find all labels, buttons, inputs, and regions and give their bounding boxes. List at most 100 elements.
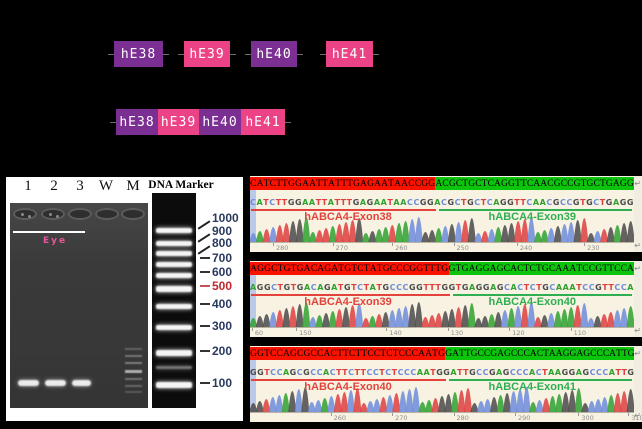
marker-tick <box>197 220 211 230</box>
exon-box-label: hE40 <box>202 114 238 130</box>
base-char: G <box>409 263 417 274</box>
base-letter: A <box>612 198 620 207</box>
base-letter: A <box>380 198 387 207</box>
base-letter: T <box>423 283 429 292</box>
trace-peak <box>580 218 589 242</box>
base-letter: A <box>303 283 311 292</box>
dna-marker-band <box>156 366 192 369</box>
marker-size-900: 900 <box>212 224 233 238</box>
trace-peak <box>255 231 264 242</box>
trace-peak <box>294 389 303 412</box>
axis-tick-label: 280 <box>456 414 469 422</box>
base-letter: T <box>263 198 269 207</box>
trace-peak <box>388 225 397 242</box>
base-char: A <box>529 348 537 359</box>
marker-lane-band <box>125 348 142 350</box>
exon-box-label: hE41 <box>245 114 281 130</box>
base-letter: A <box>369 283 376 292</box>
axis-tick <box>386 328 388 331</box>
trace-peak <box>327 396 336 412</box>
trace-peak <box>381 227 390 242</box>
marker-title: DNA Marker <box>148 179 214 191</box>
trace-peak <box>328 226 337 242</box>
marker-size-600: 600 <box>212 265 233 279</box>
trace-peak <box>353 388 362 412</box>
base-char: C <box>483 348 491 359</box>
trace-peak <box>250 403 258 412</box>
base-letter: A <box>423 368 430 377</box>
base-letter: G <box>595 283 602 292</box>
base-char: A <box>250 263 257 274</box>
base-char: T <box>290 263 297 274</box>
base-letter: A <box>539 198 546 207</box>
trace-peak <box>434 313 443 327</box>
trace-peak <box>302 217 311 242</box>
trace-peak <box>307 402 316 412</box>
trace-peak <box>401 221 410 242</box>
trace-peak <box>361 233 370 242</box>
trace-peak <box>431 398 440 412</box>
base-char: C <box>411 348 418 359</box>
base-letter: C <box>589 368 596 377</box>
marker-lane-band <box>125 385 142 387</box>
trace-peak <box>441 226 450 242</box>
trace-peak <box>322 313 331 327</box>
base-letter: A <box>496 368 503 377</box>
base-char: C <box>526 178 534 189</box>
intron-line <box>178 54 184 55</box>
base-letter: C <box>402 283 409 292</box>
base-letter: T <box>354 368 360 377</box>
base-letter: T <box>520 198 526 207</box>
trace-peak <box>328 311 337 327</box>
base-letter: C <box>546 198 553 207</box>
marker-size-300: 300 <box>212 319 233 333</box>
base-letter: T <box>337 283 344 292</box>
base-letter: T <box>376 283 382 292</box>
base-letter: G <box>257 368 264 377</box>
base-letter: T <box>536 283 542 292</box>
base-letter: G <box>441 283 449 292</box>
trace-peak <box>496 395 505 412</box>
base-char: C <box>596 348 603 359</box>
trace-peak <box>467 303 476 327</box>
base-letter: C <box>614 283 621 292</box>
trace-peak <box>454 307 463 327</box>
axis-tick-label: 150 <box>299 329 312 337</box>
trace-peak <box>477 401 486 412</box>
trace-peak <box>514 306 523 327</box>
base-char: C <box>270 348 277 359</box>
base-char: C <box>523 348 530 359</box>
base-char: C <box>487 178 494 189</box>
sanger-trace <box>250 217 634 242</box>
base-char: A <box>548 348 556 359</box>
trace-peak <box>412 387 420 412</box>
base-char: T <box>429 263 436 274</box>
base-char: T <box>520 178 527 189</box>
trace-peak <box>342 307 350 327</box>
trace-peak <box>322 228 331 242</box>
base-char: G <box>475 263 483 274</box>
base-letter: C <box>413 198 420 207</box>
axis-tick <box>453 413 455 416</box>
base-letter: G <box>561 368 569 377</box>
marker-lane-band <box>125 391 142 393</box>
trace-peak <box>581 403 590 412</box>
base-letter: C <box>372 368 379 377</box>
exon-underline-red <box>251 294 450 296</box>
base-char: A <box>401 178 409 189</box>
trace-peak <box>295 219 304 242</box>
pcr-product-band <box>18 380 39 386</box>
axis-tick-label: 230 <box>587 244 600 252</box>
base-char: T <box>514 178 521 189</box>
base-char: G <box>468 178 476 189</box>
base-letter: T <box>435 283 441 292</box>
marker-tick <box>197 233 211 243</box>
base-letter: T <box>480 198 487 207</box>
exon-underline-green <box>452 294 632 296</box>
axis-tick-label: 280 <box>276 244 289 252</box>
base-letter: A <box>256 198 263 207</box>
trace-peak <box>527 302 536 327</box>
trace-peak <box>401 306 410 327</box>
trace-peak <box>494 227 503 242</box>
